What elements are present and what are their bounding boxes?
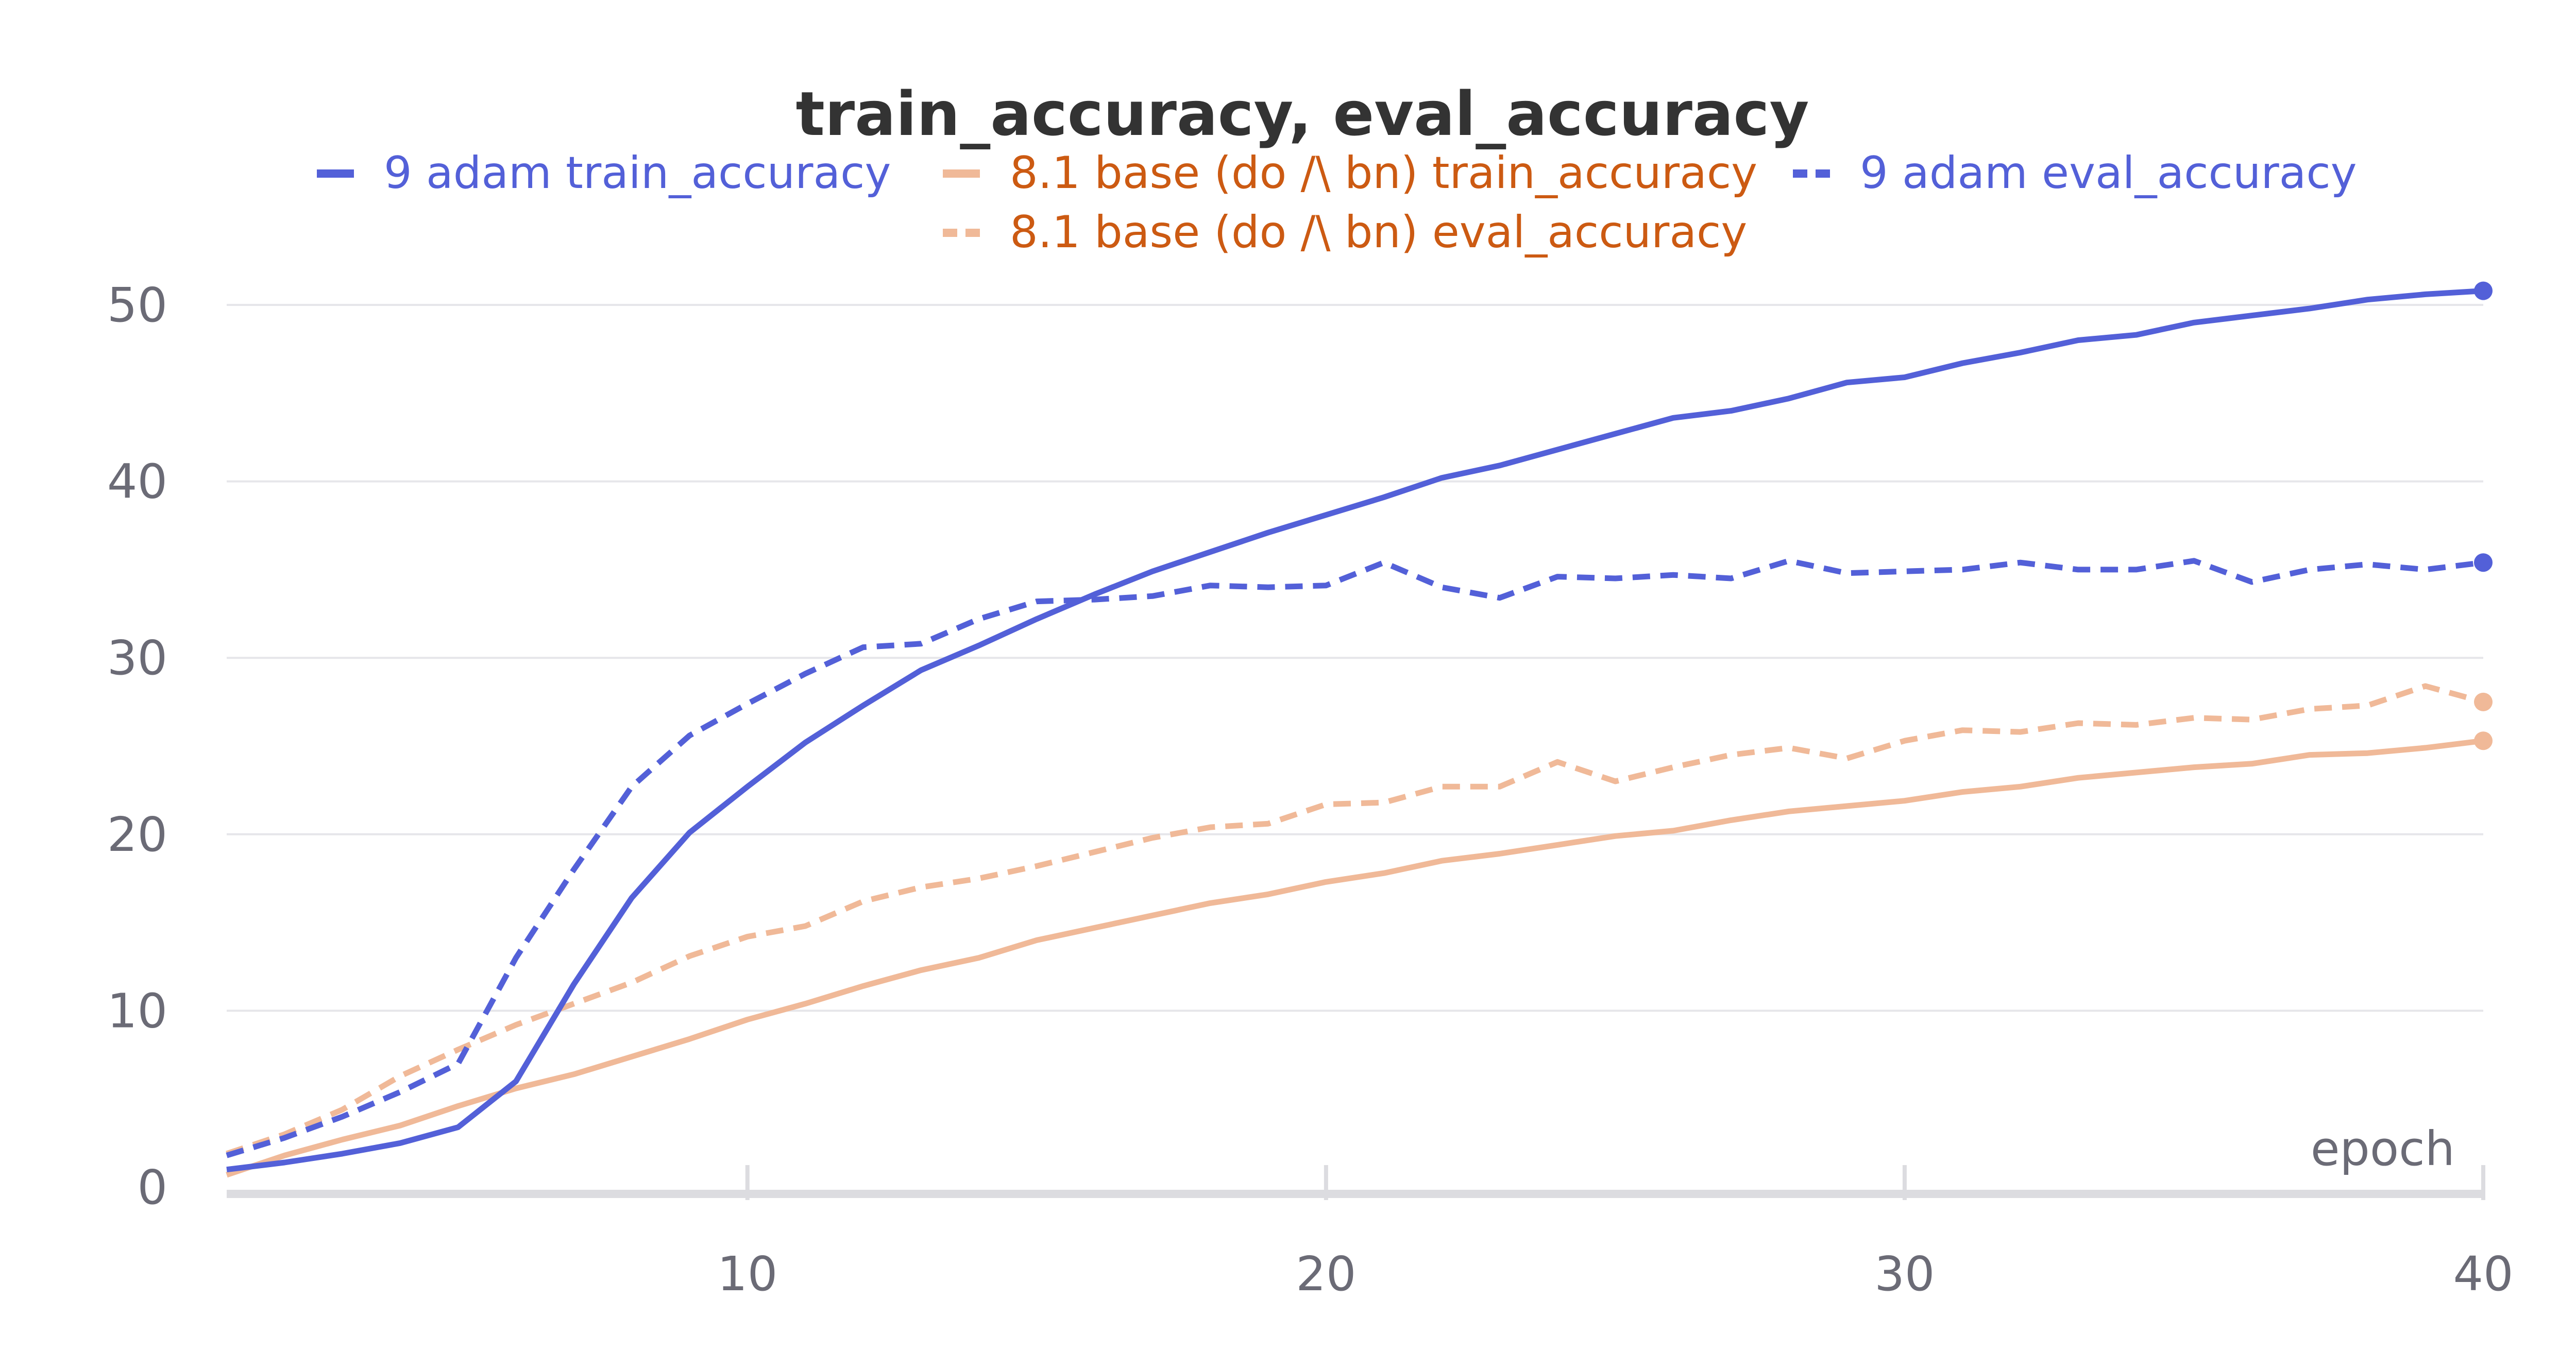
legend-item-1[interactable]: 8.1 base (do /\ bn) train_accuracy	[943, 147, 1757, 199]
legend-label: 9 adam eval_accuracy	[1860, 147, 2357, 199]
x-axis-label: epoch	[2311, 1121, 2455, 1176]
y-tick-label: 0	[137, 1160, 167, 1215]
x-tick-label: 20	[1296, 1246, 1356, 1302]
series-line-0	[226, 288, 2484, 1173]
y-tick-label: 10	[107, 983, 167, 1038]
legend-label: 9 adam train_accuracy	[384, 147, 891, 199]
gridlines	[227, 304, 2483, 1012]
series-end-point-0	[2474, 281, 2493, 300]
x-tick-label: 40	[2453, 1246, 2513, 1302]
series-line-2	[226, 558, 2484, 1158]
series-line-1	[226, 738, 2484, 1178]
series-line-3	[226, 683, 2484, 1157]
y-tick-label: 50	[107, 278, 167, 333]
series-lines	[226, 281, 2493, 1178]
x-tick-label: 30	[1874, 1246, 1935, 1302]
legend: 9 adam train_accuracy 8.1 base (do /\ bn)…	[317, 147, 2357, 258]
series-end-point-2	[2474, 553, 2493, 572]
legend-item-0[interactable]: 9 adam train_accuracy	[317, 147, 891, 199]
legend-item-3[interactable]: 8.1 base (do /\ bn) eval_accuracy	[943, 207, 1747, 258]
x-axis: 10 20 30 40	[227, 1165, 2514, 1302]
legend-item-2[interactable]: 9 adam eval_accuracy	[1793, 147, 2357, 199]
series-end-point-1	[2474, 731, 2493, 750]
chart-title: train_accuracy, eval_accuracy	[796, 78, 1809, 149]
y-tick-label: 20	[107, 807, 167, 862]
y-axis: 0 10 20 30 40 50	[107, 278, 167, 1215]
x-tick-label: 10	[717, 1246, 777, 1302]
y-tick-label: 30	[107, 630, 167, 686]
series-end-point-3	[2474, 692, 2493, 711]
legend-label: 8.1 base (do /\ bn) train_accuracy	[1010, 147, 1757, 199]
y-tick-label: 40	[107, 454, 167, 509]
legend-label: 8.1 base (do /\ bn) eval_accuracy	[1010, 207, 1747, 258]
